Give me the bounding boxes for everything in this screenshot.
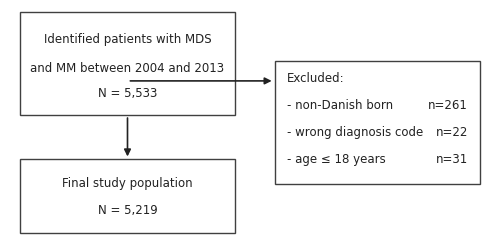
Text: - wrong diagnosis code: - wrong diagnosis code bbox=[287, 126, 423, 139]
Text: Final study population: Final study population bbox=[62, 177, 193, 190]
FancyBboxPatch shape bbox=[274, 61, 480, 184]
Text: n=261: n=261 bbox=[428, 99, 468, 112]
Text: and MM between 2004 and 2013: and MM between 2004 and 2013 bbox=[30, 62, 224, 75]
Text: N = 5,219: N = 5,219 bbox=[98, 204, 158, 217]
FancyBboxPatch shape bbox=[20, 12, 236, 115]
Text: - non-Danish born: - non-Danish born bbox=[287, 99, 393, 112]
Text: N = 5,533: N = 5,533 bbox=[98, 87, 157, 100]
Text: Excluded:: Excluded: bbox=[287, 72, 344, 85]
Text: - age ≤ 18 years: - age ≤ 18 years bbox=[287, 153, 386, 166]
Text: Identified patients with MDS: Identified patients with MDS bbox=[44, 33, 211, 46]
FancyBboxPatch shape bbox=[20, 159, 236, 233]
Text: n=22: n=22 bbox=[436, 126, 468, 139]
Text: n=31: n=31 bbox=[436, 153, 468, 166]
